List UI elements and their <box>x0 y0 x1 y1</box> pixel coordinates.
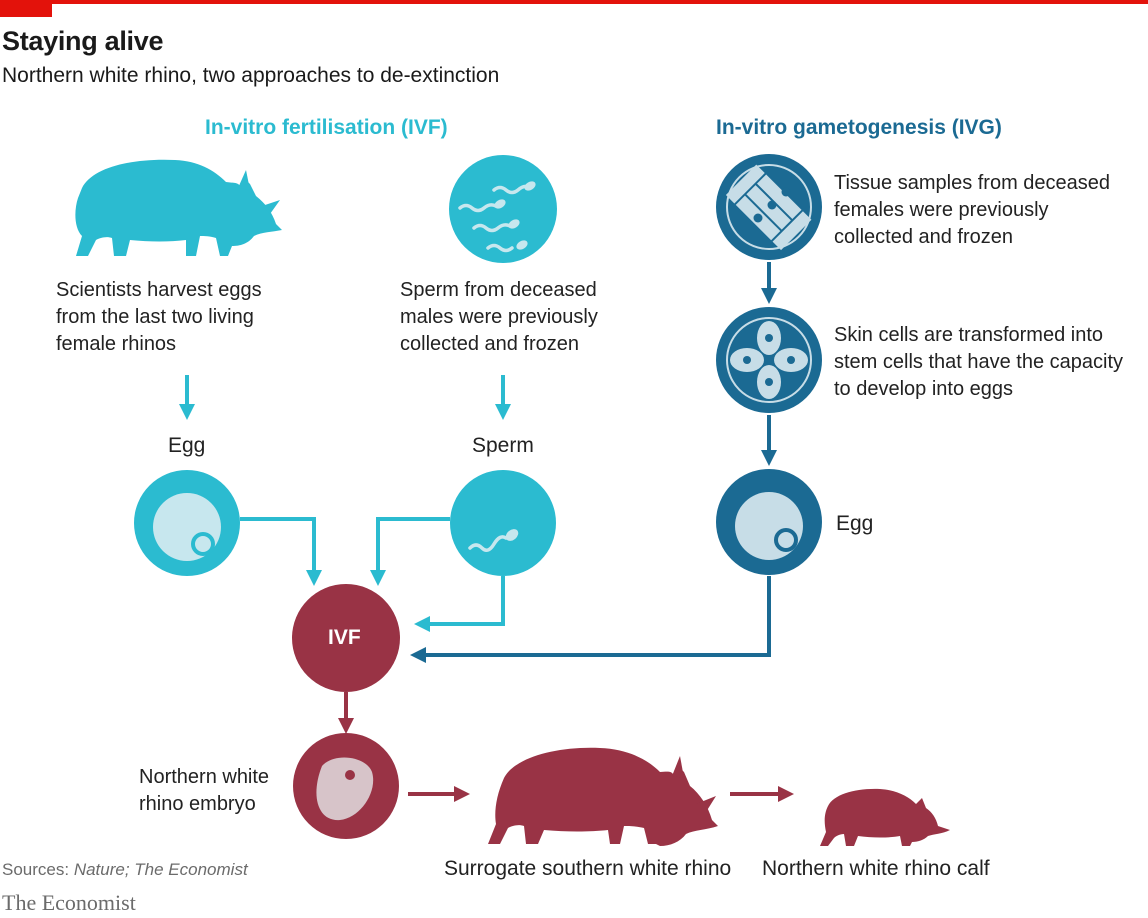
arrow-ivg-egg-to-ivf <box>410 576 771 663</box>
ivf-sperm-label: Sperm <box>472 434 534 457</box>
stem-cell-icon <box>716 307 822 413</box>
ivf-sperm-icon <box>450 470 556 576</box>
ivg-heading: In-vitro gametogenesis (IVG) <box>716 116 1002 139</box>
surrogate-label: Surrogate southern white rhino <box>444 857 732 880</box>
embryo-label: Northern white rhino embryo <box>139 766 270 815</box>
chart-title: Staying alive <box>2 26 164 56</box>
arrow-sperm-to-ivf-left <box>370 517 450 586</box>
surrogate-rhino-icon <box>488 747 718 846</box>
arrow-egg-to-ivf <box>240 517 322 586</box>
ivf-heading: In-vitro fertilisation (IVF) <box>205 116 448 139</box>
frozen-sperm-icon <box>449 155 557 263</box>
female-rhino-icon <box>75 159 282 256</box>
ivg-egg-label: Egg <box>836 512 874 535</box>
ivf-egg-icon <box>134 470 240 576</box>
economist-red-flag <box>0 0 52 17</box>
ivg-tissue-text: Tissue samples from deceased females wer… <box>834 172 1111 248</box>
ivf-sperm-text: Sperm from deceased males were previousl… <box>400 279 598 355</box>
ivg-stem-text: Skin cells are transformed into stem cel… <box>834 324 1124 400</box>
arrow-sperm-to-ivf-right <box>414 576 505 632</box>
ivf-egg-label: Egg <box>168 434 206 457</box>
calf-label: Northern white rhino calf <box>762 857 990 880</box>
sources-note: Sources: Nature; The Economist <box>2 860 248 879</box>
ivf-harvest-text: Scientists harvest eggs from the last tw… <box>56 279 262 355</box>
economist-logo: The Economist <box>2 890 136 915</box>
tissue-sample-icon <box>716 154 822 260</box>
top-rule <box>0 0 1148 4</box>
ivg-egg-icon <box>716 469 822 575</box>
ivf-node-label: IVF <box>328 626 361 649</box>
calf-rhino-icon <box>820 788 950 846</box>
embryo-icon <box>293 733 399 839</box>
chart-subtitle: Northern white rhino, two approaches to … <box>2 64 500 87</box>
ivf-node <box>292 584 400 692</box>
